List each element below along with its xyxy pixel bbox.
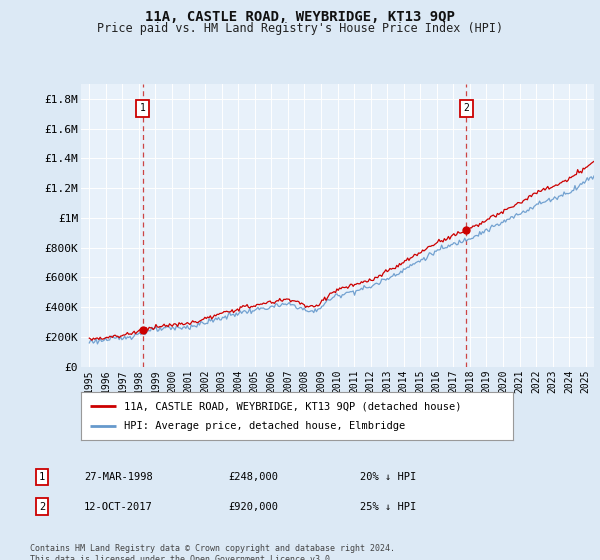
Text: £248,000: £248,000 [228,472,278,482]
Text: Price paid vs. HM Land Registry's House Price Index (HPI): Price paid vs. HM Land Registry's House … [97,22,503,35]
Text: 11A, CASTLE ROAD, WEYBRIDGE, KT13 9QP (detached house): 11A, CASTLE ROAD, WEYBRIDGE, KT13 9QP (d… [124,402,462,411]
Text: £920,000: £920,000 [228,502,278,512]
Text: 1: 1 [39,472,45,482]
Text: 1: 1 [140,103,146,113]
Text: 2: 2 [463,103,469,113]
Text: 25% ↓ HPI: 25% ↓ HPI [360,502,416,512]
Text: 20% ↓ HPI: 20% ↓ HPI [360,472,416,482]
Text: 11A, CASTLE ROAD, WEYBRIDGE, KT13 9QP: 11A, CASTLE ROAD, WEYBRIDGE, KT13 9QP [145,10,455,24]
Text: Contains HM Land Registry data © Crown copyright and database right 2024.
This d: Contains HM Land Registry data © Crown c… [30,544,395,560]
Text: 12-OCT-2017: 12-OCT-2017 [84,502,153,512]
Text: 27-MAR-1998: 27-MAR-1998 [84,472,153,482]
Text: HPI: Average price, detached house, Elmbridge: HPI: Average price, detached house, Elmb… [124,421,406,431]
Text: 2: 2 [39,502,45,512]
